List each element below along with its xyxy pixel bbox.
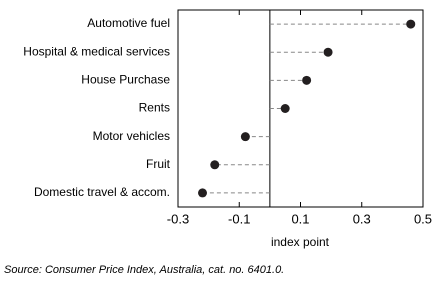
dot bbox=[302, 75, 312, 85]
y-tick-label: Motor vehicles bbox=[93, 129, 170, 143]
y-tick-label: Domestic travel & accom. bbox=[34, 185, 170, 199]
x-tick-label: -0.1 bbox=[228, 211, 250, 226]
dot bbox=[210, 160, 220, 170]
dot bbox=[240, 132, 250, 142]
y-tick-label: Automotive fuel bbox=[87, 16, 170, 30]
source-note: Source: Consumer Price Index, Australia,… bbox=[4, 264, 284, 276]
x-axis-label: index point bbox=[271, 235, 330, 249]
dot bbox=[280, 104, 290, 113]
dot bbox=[323, 47, 333, 57]
y-tick-label: Hospital & medical services bbox=[23, 44, 170, 58]
x-tick-label: -0.3 bbox=[167, 211, 189, 226]
dot bbox=[198, 188, 207, 198]
x-tick-label: 0.3 bbox=[353, 211, 371, 226]
dot bbox=[406, 19, 416, 29]
y-tick-label: Rents bbox=[139, 101, 170, 115]
y-tick-label: House Purchase bbox=[81, 73, 170, 87]
x-tick-label: 0.1 bbox=[291, 211, 309, 226]
plot-frame bbox=[177, 9, 424, 208]
x-tick-label: 0.5 bbox=[414, 211, 432, 226]
y-tick-label: Fruit bbox=[146, 157, 171, 171]
